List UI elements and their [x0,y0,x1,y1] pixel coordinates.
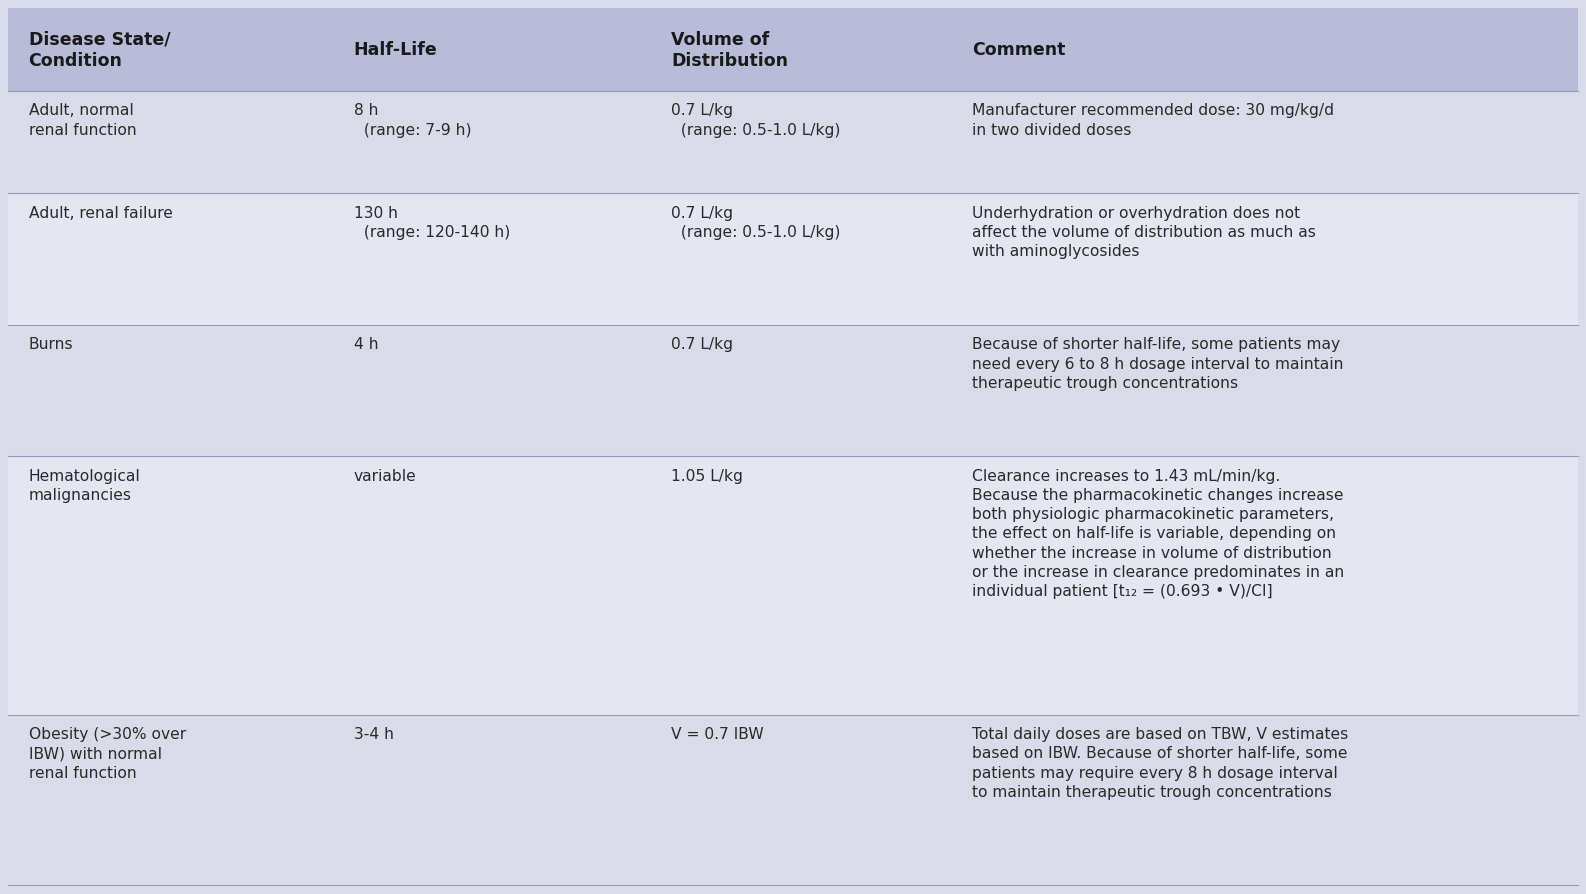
Text: Half-Life: Half-Life [354,41,438,59]
Text: V = 0.7 IBW: V = 0.7 IBW [671,726,763,741]
Text: 0.7 L/kg: 0.7 L/kg [671,337,733,352]
Bar [8,194,1578,325]
Text: Manufacturer recommended dose: 30 mg/kg/d
in two divided doses: Manufacturer recommended dose: 30 mg/kg/… [972,104,1334,138]
Bar [8,714,1578,885]
Text: Underhydration or overhydration does not
affect the volume of distribution as mu: Underhydration or overhydration does not… [972,206,1316,259]
Text: 0.7 L/kg
  (range: 0.5-1.0 L/kg): 0.7 L/kg (range: 0.5-1.0 L/kg) [671,104,841,138]
Text: 130 h
  (range: 120-140 h): 130 h (range: 120-140 h) [354,206,511,240]
Text: Volume of
Distribution: Volume of Distribution [671,31,788,70]
Text: Obesity (>30% over
IBW) with normal
renal function: Obesity (>30% over IBW) with normal rena… [29,726,186,780]
Text: 0.7 L/kg
  (range: 0.5-1.0 L/kg): 0.7 L/kg (range: 0.5-1.0 L/kg) [671,206,841,240]
Bar [8,457,1578,714]
Text: Disease State/
Condition: Disease State/ Condition [29,31,170,70]
Text: Clearance increases to 1.43 mL/min/kg.
Because the pharmacokinetic changes incre: Clearance increases to 1.43 mL/min/kg. B… [972,468,1345,598]
Bar [8,92,1578,194]
Text: Adult, renal failure: Adult, renal failure [29,206,173,221]
Text: Total daily doses are based on TBW, V estimates
based on IBW. Because of shorter: Total daily doses are based on TBW, V es… [972,726,1348,799]
Text: Because of shorter half-life, some patients may
need every 6 to 8 h dosage inter: Because of shorter half-life, some patie… [972,337,1343,391]
Bar [8,9,1578,92]
Text: 8 h
  (range: 7-9 h): 8 h (range: 7-9 h) [354,104,471,138]
Text: 3-4 h: 3-4 h [354,726,393,741]
Bar [8,325,1578,457]
Text: Hematological
malignancies: Hematological malignancies [29,468,140,502]
Text: Comment: Comment [972,41,1066,59]
Text: Adult, normal
renal function: Adult, normal renal function [29,104,136,138]
Text: 4 h: 4 h [354,337,379,352]
Text: variable: variable [354,468,417,484]
Text: 1.05 L/kg: 1.05 L/kg [671,468,742,484]
Text: Burns: Burns [29,337,73,352]
